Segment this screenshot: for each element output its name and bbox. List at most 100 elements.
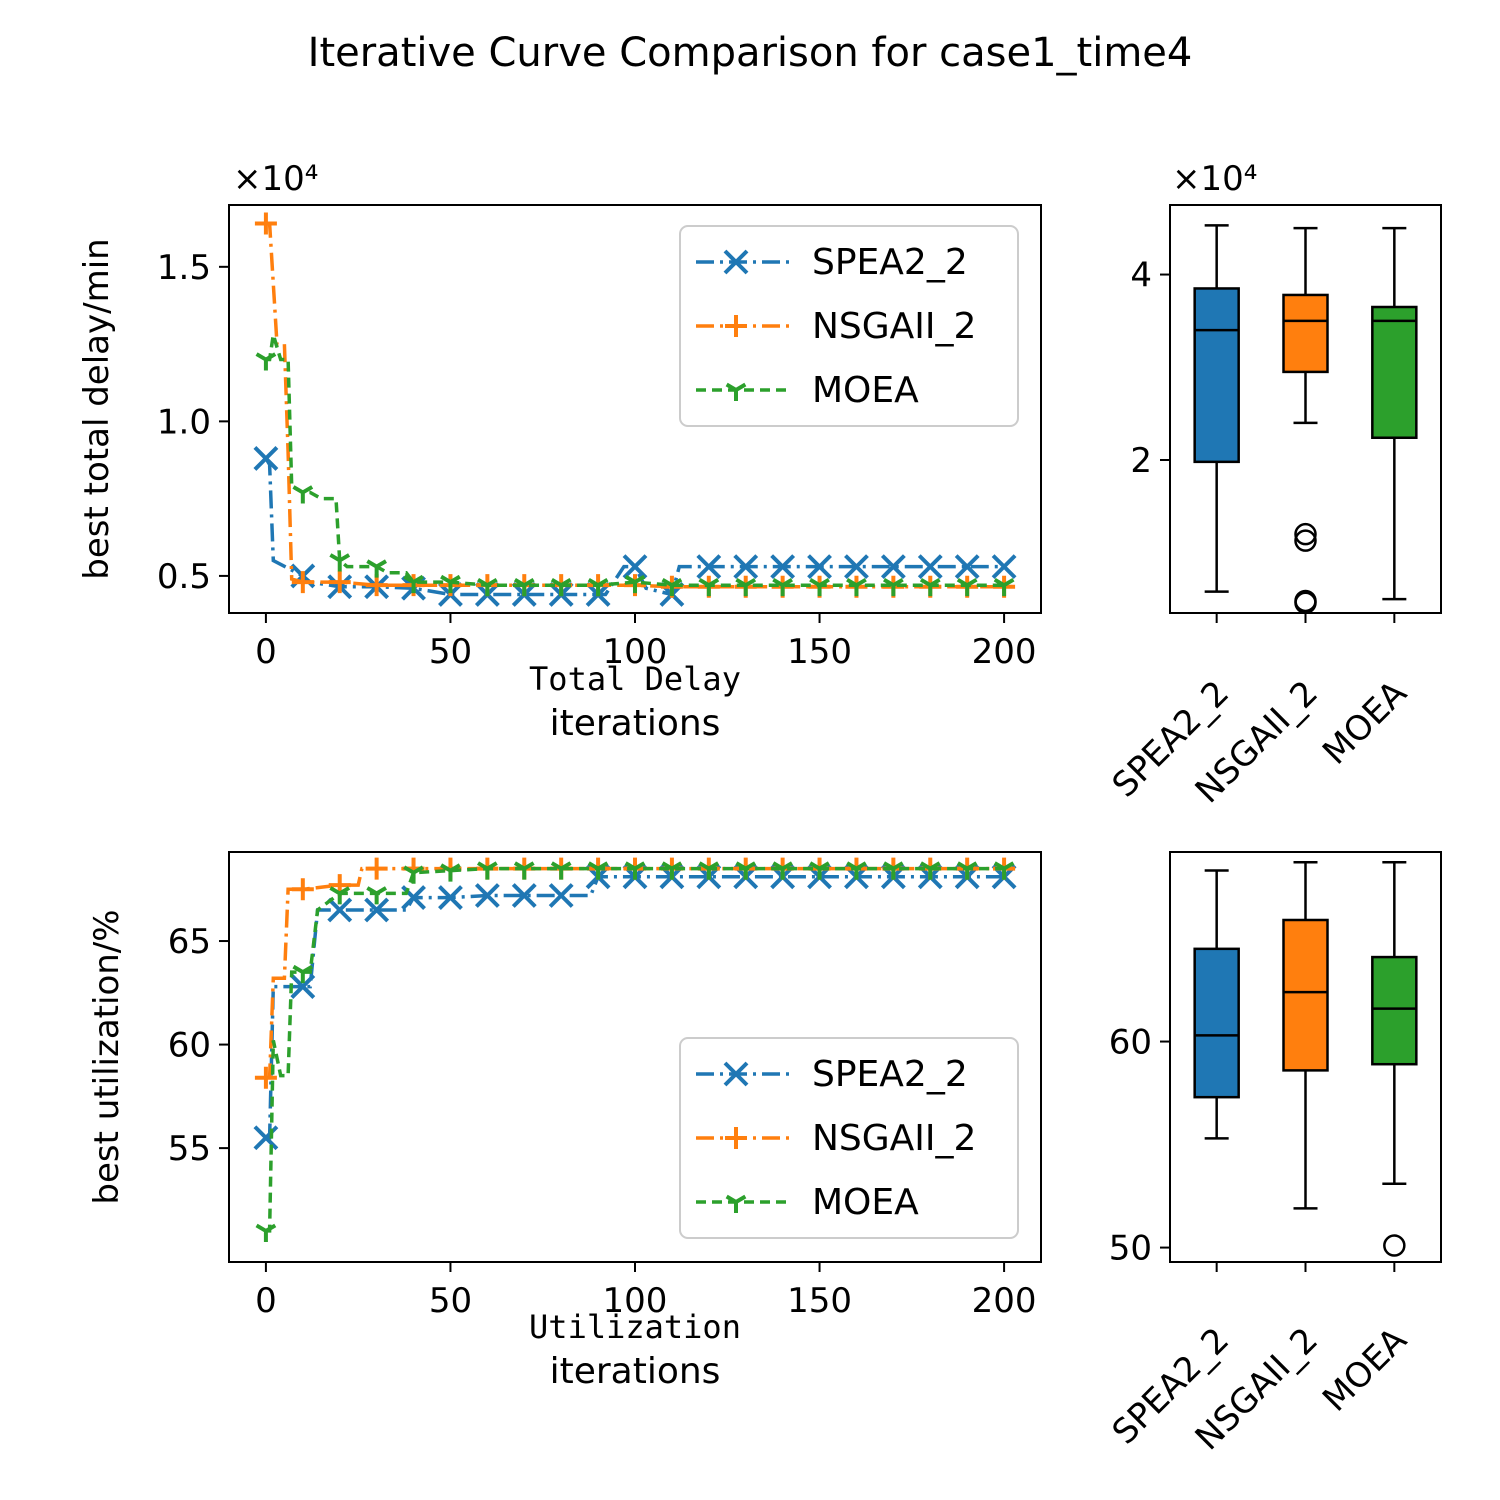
axis-offset-label: ×10⁴ [1172,159,1257,199]
data-point-moea [255,1223,277,1242]
figure-title: Iterative Curve Comparison for case1_tim… [308,30,1193,76]
panel-caption: Utilization [529,1308,741,1346]
legend-label-nsgaii_2: NSGAII_2 [812,306,976,347]
legend-label-moea: MOEA [812,1182,919,1223]
box-spea2_2 [1193,224,1240,593]
data-point-moea [993,861,1015,880]
data-point-moea [698,861,720,880]
data-point-moea [403,574,424,594]
data-point-moea [698,577,720,597]
data-point-moea [882,861,904,880]
legend-marker-nsgaii_2 [725,315,747,337]
category-label: MOEA [1315,673,1415,773]
data-point-nsgaii_2 [365,857,388,880]
data-point-spea2_2 [364,897,390,923]
box-nsgaii_2 [1282,226,1329,615]
data-point-moea [292,964,314,984]
data-point-moea [440,574,461,594]
legend: SPEA2_2 NSGAII_2 MOEA [679,225,1019,427]
box-spea2_2 [1193,869,1240,1140]
data-point-spea2_2 [696,554,722,580]
category-label: MOEA [1315,1320,1415,1420]
legend-marker-moea [725,1194,747,1213]
data-point-spea2_2 [954,554,980,580]
data-point-moea [661,577,683,597]
data-point-moea [735,577,757,597]
data-point-moea [772,861,794,880]
data-point-moea [476,861,498,880]
data-point-nsgaii_2 [291,878,314,901]
panel-caption: Total Delay [529,660,741,698]
x-axis-label: iterations [550,1351,721,1392]
data-point-spea2_2 [511,883,537,908]
y-tick-label: 1.0 [157,402,211,442]
legend-marker-spea2_2 [723,1061,749,1087]
data-point-moea [809,861,830,880]
data-point-moea [956,861,978,880]
box-body [1282,918,1329,1072]
legend-marker-spea2_2 [723,249,749,275]
y-tick-label: 60 [168,1026,211,1066]
x-axis-label: iterations [550,703,721,744]
data-point-nsgaii_2 [254,212,277,235]
data-point-spea2_2 [622,554,648,580]
total-delay-line-chart: 0 50 100 150 200 0.5 1.0 1.5 ×10⁴ Total Delay iter… [77,159,1042,744]
data-point-moea [956,577,978,597]
data-point-moea [329,886,351,905]
y-tick-label: 4 [1130,256,1152,296]
box-body [1193,287,1240,464]
data-point-nsgaii_2 [328,571,351,594]
outlier-point [1383,1234,1406,1257]
x-tick-label: 100 [603,1281,668,1321]
data-point-spea2_2 [438,885,463,910]
data-point-spea2_2 [253,446,279,471]
y-tick-label: 55 [168,1129,211,1169]
y-tick-label: 0.5 [157,557,211,597]
data-point-spea2_2 [290,974,316,1000]
y-axis-label: best utilization/% [87,909,127,1204]
data-point-moea [550,861,572,880]
data-point-moea [255,352,277,371]
box-nsgaii_2 [1282,861,1329,1210]
x-tick-label: 0 [255,1281,277,1321]
box-body [1193,947,1240,1099]
data-point-moea [403,865,424,884]
box-moea [1371,226,1418,601]
data-point-moea [550,577,572,597]
data-point-moea [329,553,351,572]
data-point-spea2_2 [253,1125,279,1151]
data-point-moea [661,861,683,880]
box-body [1371,955,1418,1066]
data-point-spea2_2 [474,883,500,908]
data-point-spea2_2 [770,554,796,580]
legend-label-nsgaii_2: NSGAII_2 [812,1118,976,1159]
legend-frame [679,1037,1019,1239]
data-point-moea [993,577,1015,597]
y-tick-label: 1.5 [157,248,211,288]
data-point-nsgaii_2 [291,571,314,594]
legend-label-moea: MOEA [812,370,919,411]
legend-marker-moea [725,382,747,401]
data-point-nsgaii_2 [365,574,388,597]
data-point-moea [846,861,867,880]
x-tick-label: 50 [429,1281,472,1321]
legend: SPEA2_2 NSGAII_2 MOEA [679,1037,1019,1239]
x-tick-label: 200 [972,1281,1037,1321]
x-tick-label: 200 [972,632,1037,672]
legend-marker-nsgaii_2 [725,1127,747,1149]
data-point-spea2_2 [880,554,906,580]
outlier-point [1294,529,1317,552]
data-point-moea [587,577,609,597]
data-point-moea [919,577,941,597]
y-tick-label: 2 [1130,441,1152,481]
y-tick-label: 60 [1109,1023,1152,1063]
data-point-moea [882,577,904,597]
data-point-moea [919,861,941,880]
data-point-moea [513,861,535,880]
data-point-moea [366,559,388,578]
data-point-moea [809,577,830,597]
data-point-spea2_2 [991,554,1017,580]
data-point-moea [846,577,867,597]
